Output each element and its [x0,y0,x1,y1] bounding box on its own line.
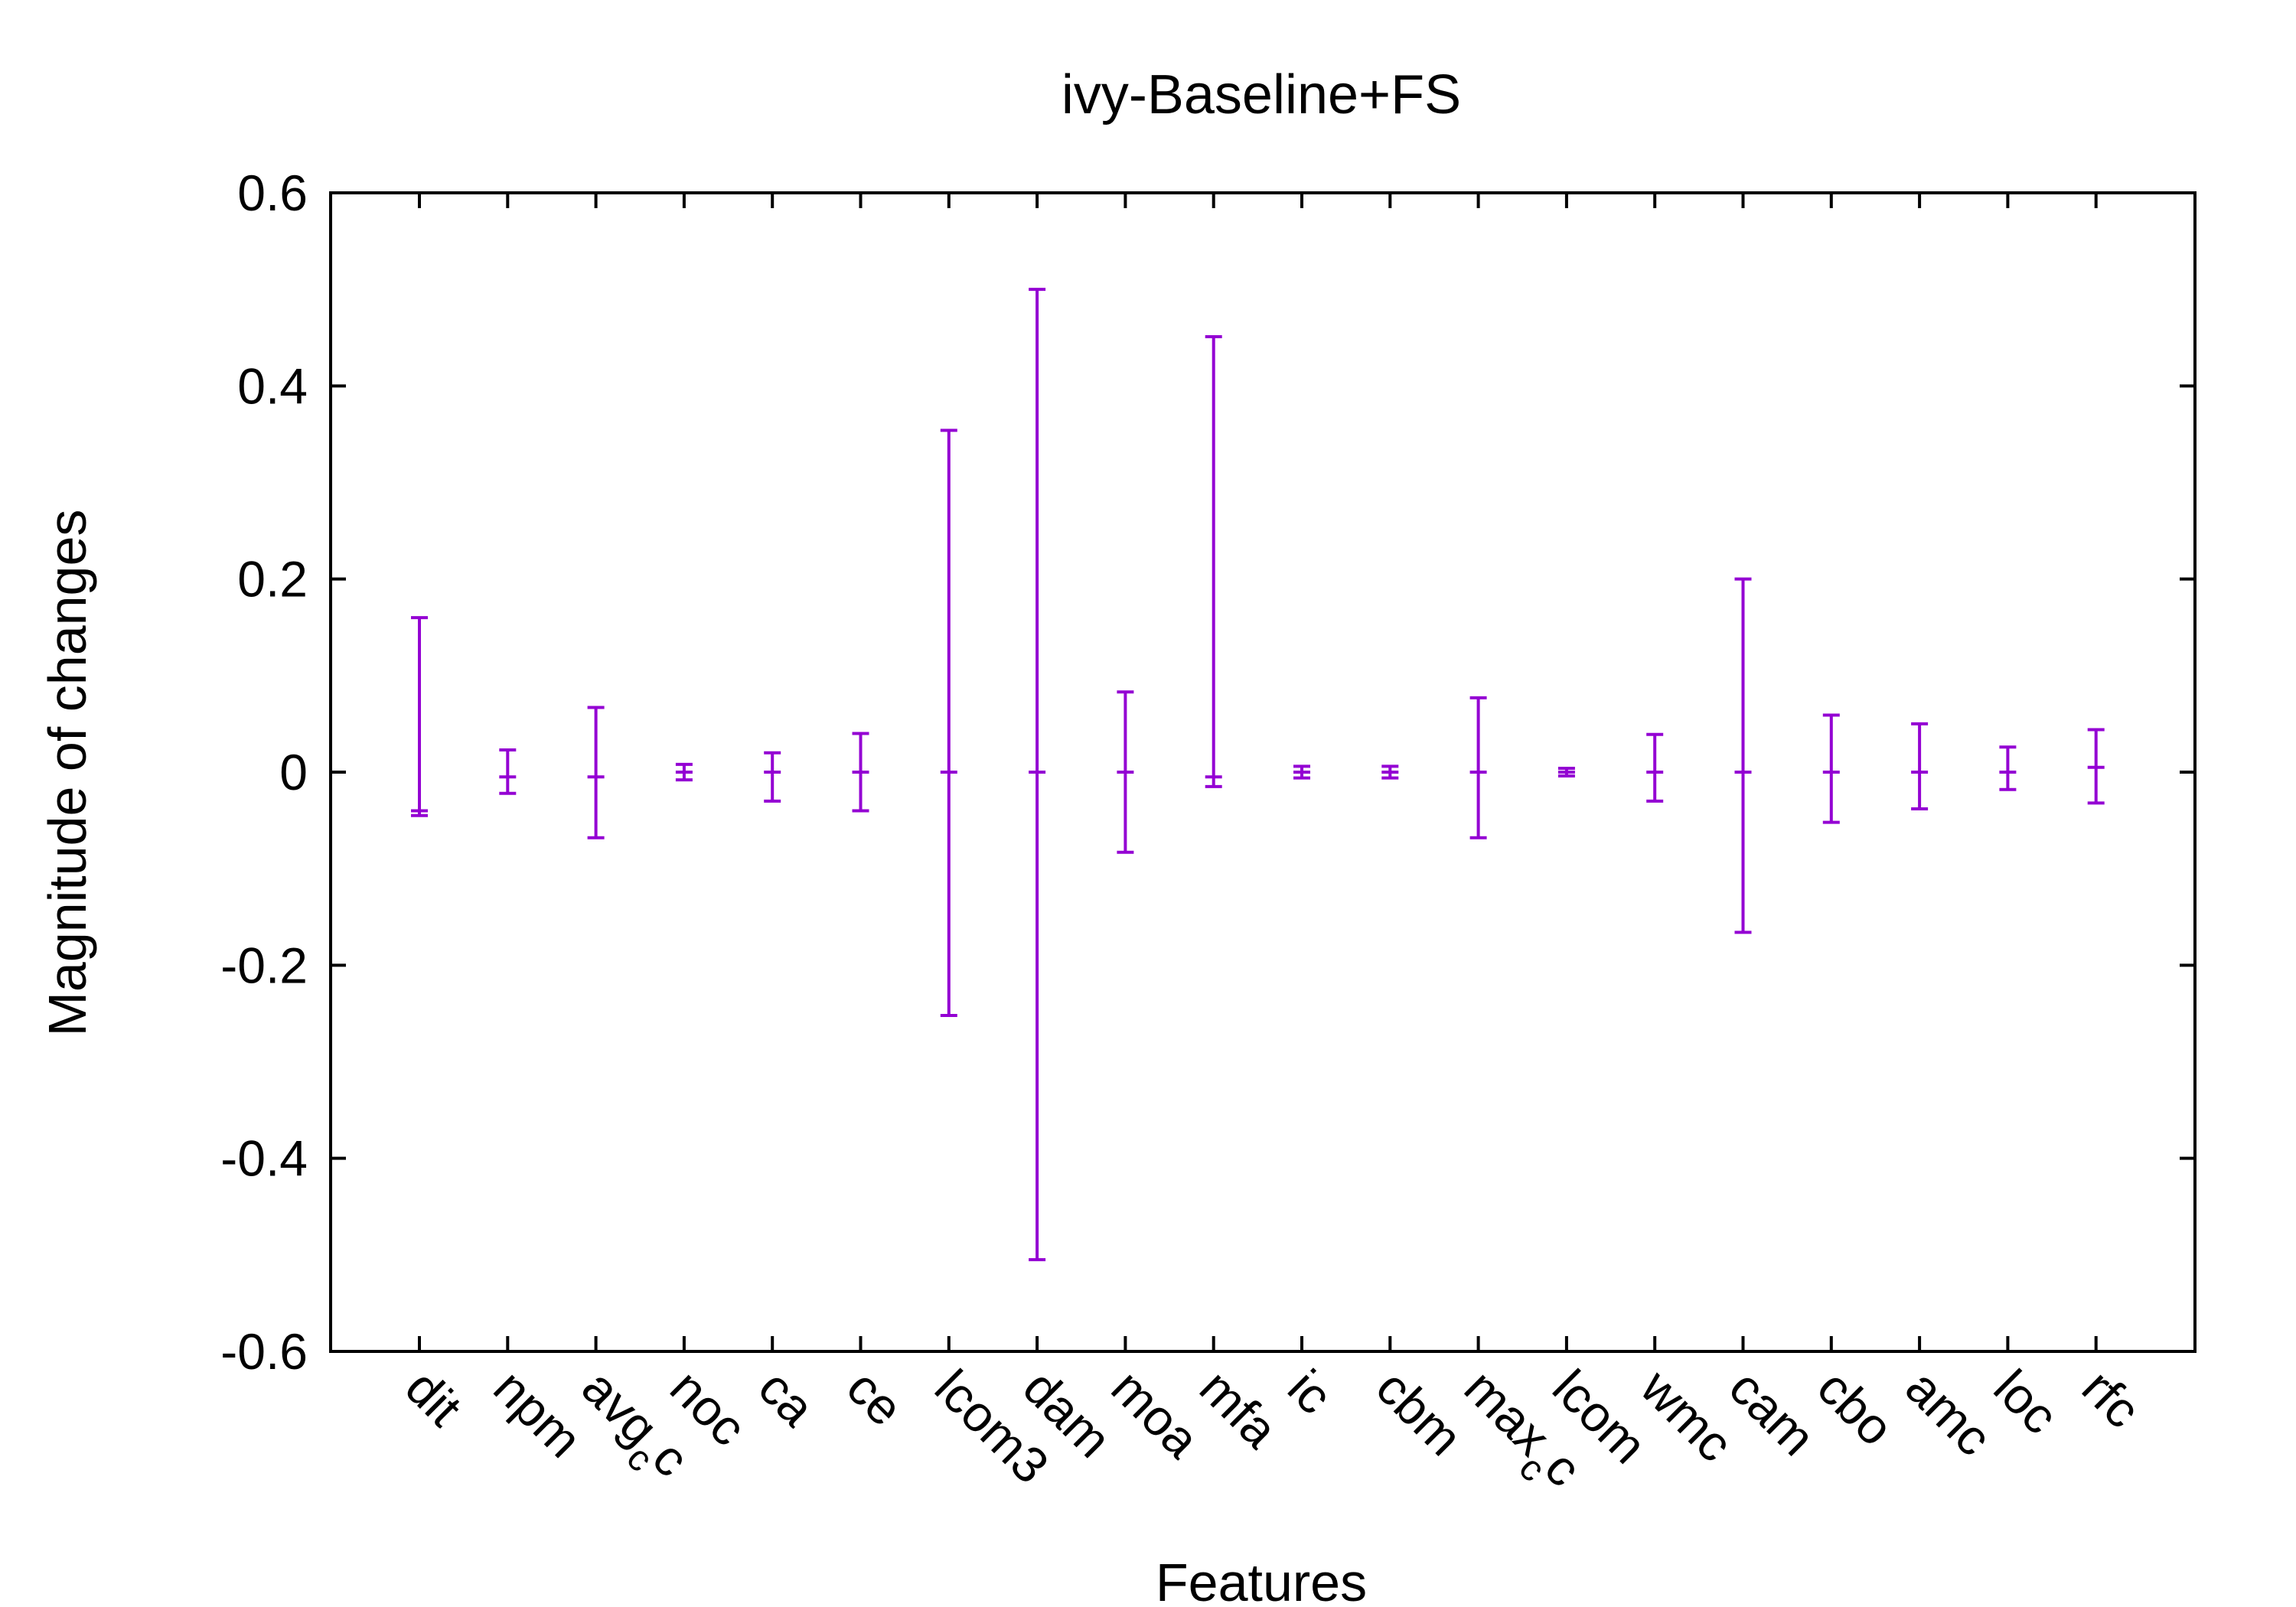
error-bar-lcom [1557,766,1575,778]
error-bar-lcom3 [940,429,957,1017]
error-bar-cam [1734,577,1752,934]
error-bar-noc [675,762,693,782]
y-tick-label: 0.6 [237,165,308,221]
error-bar-cbo [1822,713,1840,824]
error-bar-dit [411,616,428,817]
y-tick-label: 0.2 [237,551,308,608]
error-bar-dam [1029,288,1046,1262]
error-bar-ic [1293,764,1310,780]
error-bar-amc [1911,722,1929,810]
y-tick-label: 0.4 [237,357,308,414]
y-axis-label: Magnitude of changes [38,510,97,1037]
error-bar-ca [764,751,781,803]
error-bars [411,288,2105,1262]
chart-title: ivy-Baseline+FS [1062,64,1461,125]
y-axis-ticks: -0.6 -0.4 -0.2 0 0.2 0.4 0.6 [220,165,2195,1380]
error-bar-moa [1117,690,1134,854]
error-bar-wmc [1646,732,1664,803]
error-bar-mfa [1205,334,1222,788]
y-tick-label: 0 [279,744,308,800]
error-bar-rfc [2087,728,2105,805]
y-tick-label: -0.4 [220,1130,308,1187]
error-bar-avgc [587,706,605,839]
error-bar-ce [852,732,869,813]
y-tick-label: -0.6 [220,1323,308,1380]
x-axis-label: Features [1156,1553,1367,1607]
error-bar-cbm [1381,764,1399,780]
error-bar-loc [1999,745,2017,791]
error-bar-npm [499,748,517,795]
y-tick-label: -0.2 [220,937,308,993]
error-bar-maxc [1469,696,1487,839]
